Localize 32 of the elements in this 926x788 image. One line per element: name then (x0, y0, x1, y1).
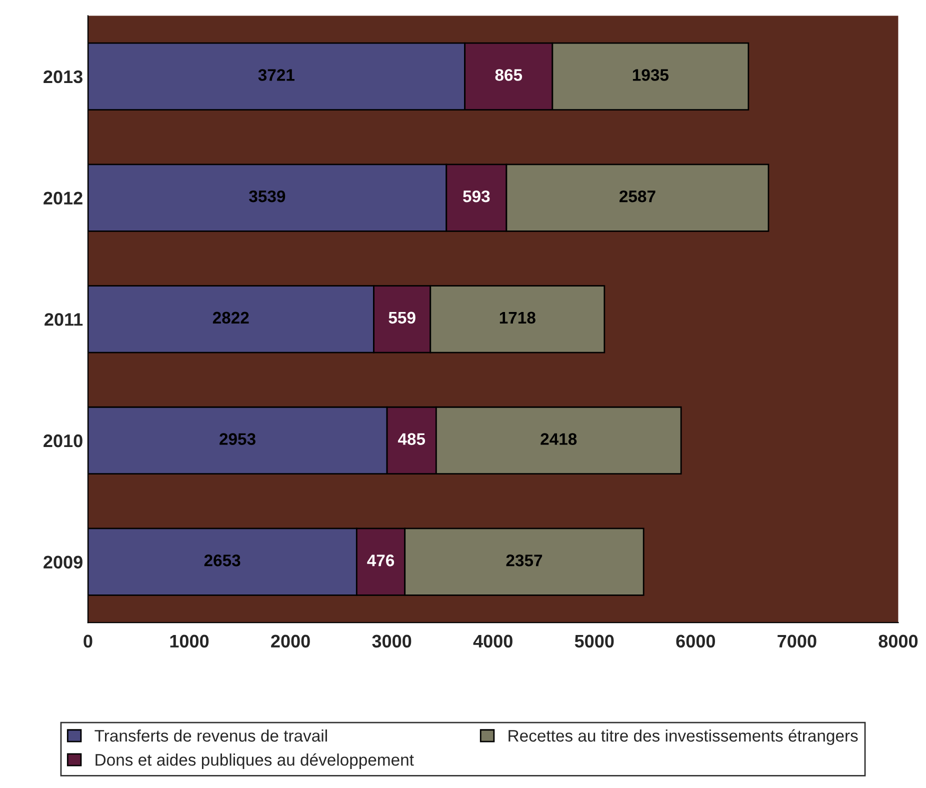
data-label: 2822 (212, 312, 249, 324)
legend-label: Transferts de revenus de travail (94, 729, 327, 742)
legend-label: Dons et aides publiques au développement (96, 753, 414, 770)
data-label: 2418 (540, 433, 577, 445)
data-label: 3721 (258, 69, 294, 81)
x-tick-label: 6000 (676, 634, 716, 648)
y-tick-label: 2013 (44, 70, 82, 84)
data-label: 2653 (204, 554, 240, 566)
data-label: 2357 (506, 554, 542, 566)
x-tick-label: 5000 (574, 634, 614, 648)
data-label: 865 (495, 69, 522, 81)
data-label: 485 (398, 433, 426, 445)
y-tick-label: 2010 (44, 434, 82, 448)
x-tick-label: 8000 (878, 634, 918, 648)
x-tick-label: 1000 (170, 634, 209, 648)
y-tick-label: 2011 (44, 313, 83, 326)
y-tick-label: 2009 (44, 556, 82, 569)
x-tick-label: 3000 (372, 634, 412, 648)
data-label: 559 (388, 312, 416, 324)
data-label: 3539 (249, 190, 286, 202)
data-label: 1718 (500, 312, 536, 324)
y-tick-label: 2012 (44, 192, 82, 205)
x-tick-label: 0 (84, 634, 92, 648)
data-label: 476 (367, 554, 394, 566)
x-tick-label: 7000 (778, 634, 816, 648)
data-label: 593 (463, 190, 490, 202)
legend-label: Recettes au titre des investissements étrangers (508, 729, 858, 745)
data-label: 1935 (632, 69, 669, 81)
x-tick-label: 4000 (473, 634, 512, 648)
data-label: 2953 (220, 433, 256, 445)
data-label: 2587 (620, 190, 656, 202)
x-tick-label: 2000 (271, 634, 310, 648)
